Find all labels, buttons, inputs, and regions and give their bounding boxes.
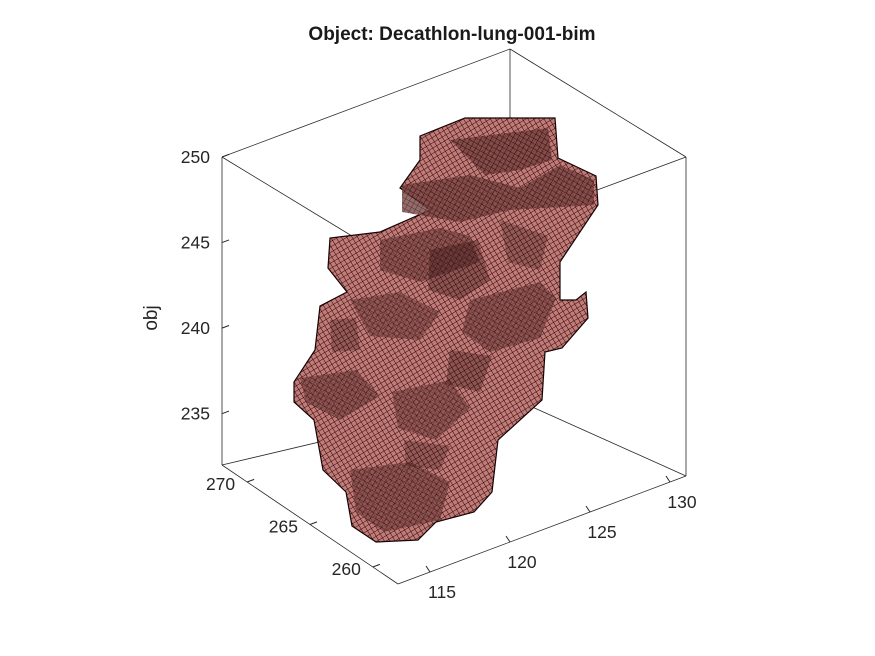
y-tick-mark (246, 478, 255, 483)
z-tick-mark (221, 325, 230, 329)
x-tick-mark (585, 505, 591, 513)
x-tick-label: 125 (587, 522, 616, 542)
y-tick-mark (372, 563, 381, 568)
y-tick-mark (309, 521, 318, 525)
x-tick-mark (425, 565, 431, 573)
x-tick-label: 130 (667, 492, 696, 512)
x-tick-mark (665, 475, 671, 483)
x-tick-mark (505, 535, 511, 543)
chart-title: Object: Decathlon-lung-001-bim (308, 24, 595, 45)
z-axis-label: obj (141, 305, 162, 330)
z-tick-mark (221, 239, 230, 244)
z-axis: 235 240 245 250 (181, 147, 230, 424)
y-tick-label: 260 (332, 559, 361, 579)
y-axis: 260 265 270 (206, 474, 381, 579)
x-axis: 115 120 125 130 (425, 475, 697, 602)
z-tick-mark (221, 410, 230, 415)
z-tick-label: 250 (181, 147, 210, 167)
y-tick-label: 270 (206, 474, 235, 494)
z-tick-label: 240 (181, 318, 210, 338)
x-tick-label: 120 (507, 552, 536, 572)
voxel-object (293, 117, 599, 543)
z-tick-label: 235 (181, 404, 210, 424)
x-tick-label: 115 (428, 582, 456, 602)
y-tick-label: 265 (269, 517, 298, 537)
z-tick-label: 245 (181, 233, 210, 253)
z-tick-mark (221, 153, 230, 158)
